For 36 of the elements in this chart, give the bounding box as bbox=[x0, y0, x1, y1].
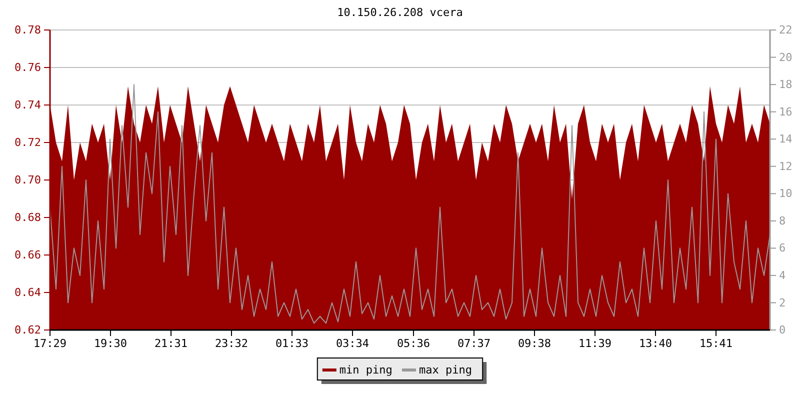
y-tick-label: 0.62 bbox=[14, 324, 41, 337]
y2-tick-label: 10 bbox=[779, 187, 792, 200]
y-tick-label: 0.68 bbox=[14, 211, 41, 224]
x-tick-label: 17:29 bbox=[33, 336, 67, 350]
y2-tick-label: 8 bbox=[779, 214, 786, 228]
x-tick-label: 05:36 bbox=[396, 336, 430, 350]
y2-tick-label: 22 bbox=[779, 24, 792, 37]
x-tick-label: 19:30 bbox=[94, 336, 128, 350]
y2-tick-label: 0 bbox=[779, 324, 786, 337]
chart-title: 10.150.26.208 vcera bbox=[337, 6, 463, 19]
y2-tick-label: 20 bbox=[779, 50, 792, 64]
legend-label: min ping bbox=[339, 364, 392, 376]
y2-tick-label: 6 bbox=[779, 242, 786, 255]
x-tick-label: 09:38 bbox=[518, 336, 552, 350]
x-tick-label: 11:39 bbox=[578, 336, 612, 350]
y2-tick-label: 12 bbox=[779, 160, 792, 173]
y2-tick-label: 2 bbox=[779, 296, 786, 310]
x-tick-label: 01:33 bbox=[275, 336, 309, 350]
x-tick-label: 03:34 bbox=[336, 336, 370, 350]
x-tick-label: 07:37 bbox=[457, 336, 491, 350]
y-tick-label: 0.72 bbox=[14, 136, 41, 150]
y2-tick-label: 4 bbox=[779, 268, 786, 282]
y-tick-label: 0.74 bbox=[14, 98, 42, 112]
y2-tick-label: 14 bbox=[779, 132, 793, 146]
y-tick-label: 0.76 bbox=[14, 61, 41, 74]
y-tick-label: 0.78 bbox=[14, 24, 41, 37]
y2-tick-label: 18 bbox=[779, 78, 792, 92]
y-tick-label: 0.66 bbox=[14, 248, 41, 262]
legend-label: max ping bbox=[419, 364, 472, 376]
y-tick-label: 0.64 bbox=[14, 286, 42, 300]
y-tick-label: 0.70 bbox=[14, 174, 41, 187]
x-tick-label: 23:32 bbox=[214, 336, 248, 350]
x-tick-label: 21:31 bbox=[154, 336, 188, 350]
x-tick-label: 13:40 bbox=[638, 336, 672, 350]
x-tick-label: 15:41 bbox=[699, 336, 733, 350]
y2-tick-label: 16 bbox=[779, 105, 792, 118]
